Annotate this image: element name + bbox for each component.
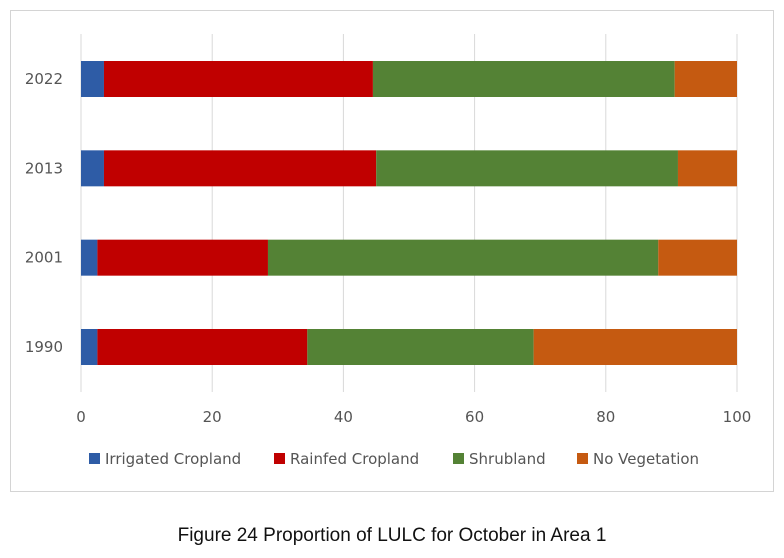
bar-segment-no-vegetation: [658, 239, 737, 276]
legend-swatch: [89, 453, 100, 464]
bar-segment-irrigated-cropland: [81, 329, 98, 365]
bar-segment-irrigated-cropland: [81, 239, 98, 276]
legend-swatch: [274, 453, 285, 464]
bar-segment-no-vegetation: [674, 61, 737, 97]
y-tick-label: 2001: [25, 249, 63, 267]
y-tick-label: 2022: [25, 70, 63, 88]
legend-label: Shrubland: [469, 450, 546, 468]
bar-segment-irrigated-cropland: [81, 61, 104, 97]
x-tick-label: 0: [76, 408, 86, 426]
figure-caption: Figure 24 Proportion of LULC for October…: [177, 525, 607, 546]
bar-segment-shrubland: [307, 329, 534, 365]
x-tick-label: 80: [596, 408, 615, 426]
x-tick-label: 100: [723, 408, 752, 426]
bar-segment-rainfed-cropland: [103, 61, 373, 97]
bar-segment-shrubland: [267, 239, 659, 276]
y-tick-label: 1990: [25, 338, 63, 356]
y-tick-label: 2013: [25, 159, 63, 177]
bar-segment-rainfed-cropland: [97, 329, 308, 365]
legend-label: Irrigated Cropland: [105, 450, 241, 468]
x-tick-label: 20: [203, 408, 222, 426]
bar-segment-irrigated-cropland: [81, 150, 104, 187]
bar-segment-rainfed-cropland: [103, 150, 377, 187]
bar-segment-no-vegetation: [533, 329, 737, 365]
legend-swatch: [577, 453, 588, 464]
legend-label: No Vegetation: [593, 450, 699, 468]
legend-swatch: [453, 453, 464, 464]
bar-segment-no-vegetation: [677, 150, 737, 187]
bar-segment-shrubland: [372, 61, 675, 97]
legend-label: Rainfed Cropland: [290, 450, 419, 468]
x-tick-label: 60: [465, 408, 484, 426]
stacked-bar-chart: 0 20 40 60 80 100 1990 2001 2013 2022 Irrigated Cr…: [25, 34, 752, 468]
bar-segment-shrubland: [376, 150, 678, 187]
x-tick-label: 40: [334, 408, 353, 426]
bar-segment-rainfed-cropland: [97, 239, 268, 276]
